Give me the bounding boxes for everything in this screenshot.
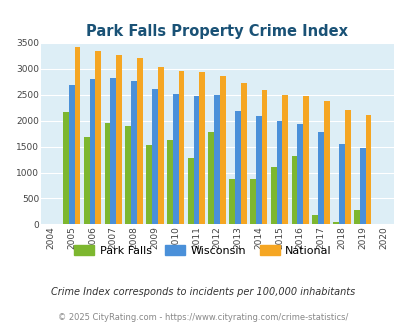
Bar xyxy=(214,95,220,224)
Bar xyxy=(353,210,359,224)
Bar xyxy=(276,121,282,224)
Bar xyxy=(291,156,297,224)
Bar xyxy=(136,58,143,224)
Bar xyxy=(151,89,158,224)
Bar xyxy=(282,95,288,224)
Bar xyxy=(125,126,131,224)
Bar xyxy=(199,73,205,224)
Bar xyxy=(220,76,225,224)
Bar xyxy=(158,67,163,224)
Bar xyxy=(359,148,364,224)
Bar xyxy=(234,111,240,224)
Text: Crime Index corresponds to incidents per 100,000 inhabitants: Crime Index corresponds to incidents per… xyxy=(51,287,354,297)
Bar xyxy=(344,110,350,224)
Bar xyxy=(146,145,151,224)
Bar xyxy=(69,85,75,224)
Bar xyxy=(208,132,214,224)
Bar xyxy=(116,55,122,224)
Bar xyxy=(323,101,329,224)
Bar xyxy=(131,81,136,224)
Bar xyxy=(249,179,255,224)
Bar xyxy=(95,51,101,224)
Bar xyxy=(75,47,80,224)
Bar xyxy=(297,124,303,224)
Bar xyxy=(229,179,234,224)
Bar xyxy=(178,71,184,224)
Bar xyxy=(63,112,69,224)
Bar xyxy=(172,94,178,224)
Bar xyxy=(261,89,267,224)
Bar xyxy=(318,132,323,224)
Bar xyxy=(364,115,371,224)
Title: Park Falls Property Crime Index: Park Falls Property Crime Index xyxy=(86,24,347,39)
Legend: Park Falls, Wisconsin, National: Park Falls, Wisconsin, National xyxy=(70,241,335,260)
Bar xyxy=(311,215,318,224)
Bar xyxy=(193,96,199,224)
Text: © 2025 CityRating.com - https://www.cityrating.com/crime-statistics/: © 2025 CityRating.com - https://www.city… xyxy=(58,313,347,322)
Bar xyxy=(255,116,261,224)
Bar xyxy=(187,158,193,224)
Bar xyxy=(90,79,95,224)
Bar xyxy=(104,123,110,224)
Bar xyxy=(338,144,344,224)
Bar xyxy=(166,140,172,224)
Bar xyxy=(303,96,308,224)
Bar xyxy=(240,83,246,224)
Bar xyxy=(270,167,276,224)
Bar xyxy=(333,222,338,224)
Bar xyxy=(110,78,116,224)
Bar xyxy=(83,137,90,224)
